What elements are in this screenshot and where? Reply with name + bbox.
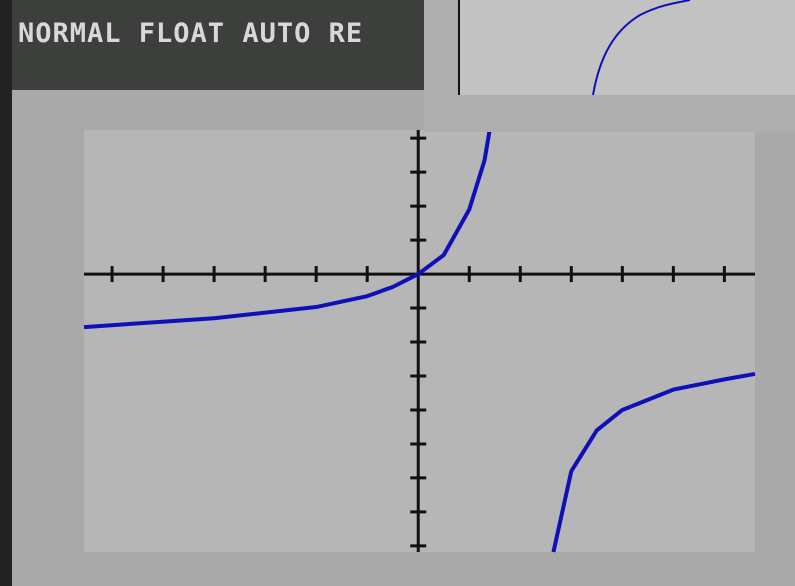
page: NORMAL FLOAT AUTO RE (() => { const data… <box>0 0 795 586</box>
left-edge <box>0 0 12 586</box>
inset-plot <box>458 0 795 95</box>
calculator-screen: NORMAL FLOAT AUTO RE <box>0 0 795 586</box>
status-text: NORMAL FLOAT AUTO RE <box>18 18 363 49</box>
